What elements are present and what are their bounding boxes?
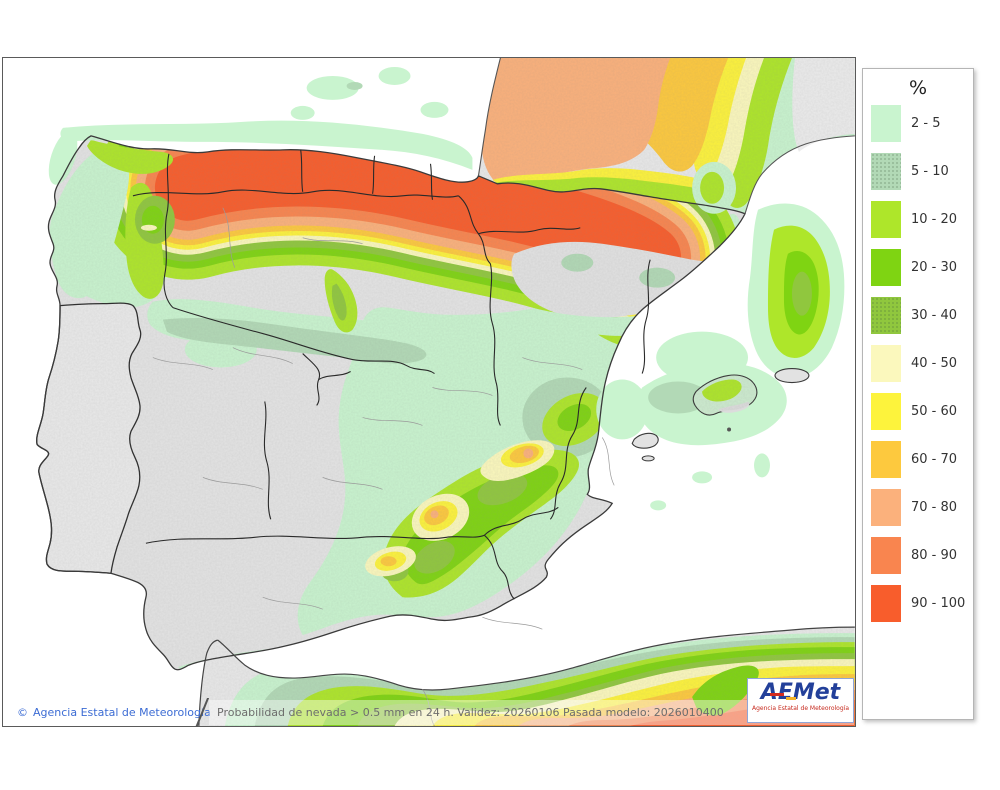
legend-swatch	[871, 537, 901, 574]
legend-label: 80 - 90	[911, 548, 958, 563]
legend-swatch	[871, 345, 901, 382]
copyright-text: © Agencia Estatal de Meteorología	[17, 706, 211, 719]
aemet-logo-red-bar	[770, 693, 784, 696]
legend-item: 10 - 20	[871, 201, 973, 238]
legend-item: 50 - 60	[871, 393, 973, 430]
probability-legend: % 2 - 5 5 - 10 10 - 20 20 - 30 30 - 40 4…	[862, 68, 974, 720]
aemet-logo-text: AEMet	[760, 680, 841, 705]
legend-label: 50 - 60	[911, 404, 958, 419]
legend-swatch	[871, 489, 901, 526]
bar-separator	[195, 698, 209, 727]
coastlines-and-borders	[36, 58, 855, 726]
legend-item: 5 - 10	[871, 153, 973, 190]
legend-swatch	[871, 585, 901, 622]
legend-label: 60 - 70	[911, 452, 958, 467]
legend-label: 70 - 80	[911, 500, 958, 515]
legend-label: 30 - 40	[911, 308, 958, 323]
legend-title: %	[908, 77, 928, 99]
legend-item: 60 - 70	[871, 441, 973, 478]
legend-swatch	[871, 297, 901, 334]
copyright-panel: © Agencia Estatal de Meteorología	[3, 700, 211, 725]
legend-item: 70 - 80	[871, 489, 973, 526]
copyright-icon: ©	[17, 706, 28, 719]
legend-item: 80 - 90	[871, 537, 973, 574]
aemet-logo-subtitle: Agencia Estatal de Meteorología	[752, 705, 849, 712]
status-bar: © Agencia Estatal de Meteorología Probabi…	[3, 698, 854, 727]
legend-swatch	[871, 441, 901, 478]
legend-item: 20 - 30	[871, 249, 973, 286]
legend-item: 30 - 40	[871, 297, 973, 334]
aemet-logo-word: AEMet	[748, 681, 853, 705]
legend-label: 90 - 100	[911, 596, 966, 611]
legend-label: 20 - 30	[911, 260, 958, 275]
legend-swatch	[871, 393, 901, 430]
legend-swatch	[871, 105, 901, 142]
legend-label: 10 - 20	[911, 212, 958, 227]
legend-item: 2 - 5	[871, 105, 973, 142]
aemet-logo-yellow-bar	[786, 697, 796, 700]
legend-item: 40 - 50	[871, 345, 973, 382]
map-info-panel: Probabilidad de nevada > 0.5 mm en 24 h.…	[209, 700, 854, 725]
iberia-snow-probability-map	[3, 58, 855, 726]
legend-label: 2 - 5	[911, 116, 941, 131]
aemet-logo: AEMet Agencia Estatal de Meteorología	[747, 678, 854, 723]
legend-swatch	[871, 201, 901, 238]
map-canvas	[2, 57, 856, 727]
legend-swatch	[871, 153, 901, 190]
map-info-text: Probabilidad de nevada > 0.5 mm en 24 h.…	[217, 706, 724, 719]
legend-label: 5 - 10	[911, 164, 949, 179]
legend-label: 40 - 50	[911, 356, 958, 371]
copyright-label: Agencia Estatal de Meteorología	[33, 706, 211, 719]
legend-item: 90 - 100	[871, 585, 973, 622]
legend-swatch	[871, 249, 901, 286]
